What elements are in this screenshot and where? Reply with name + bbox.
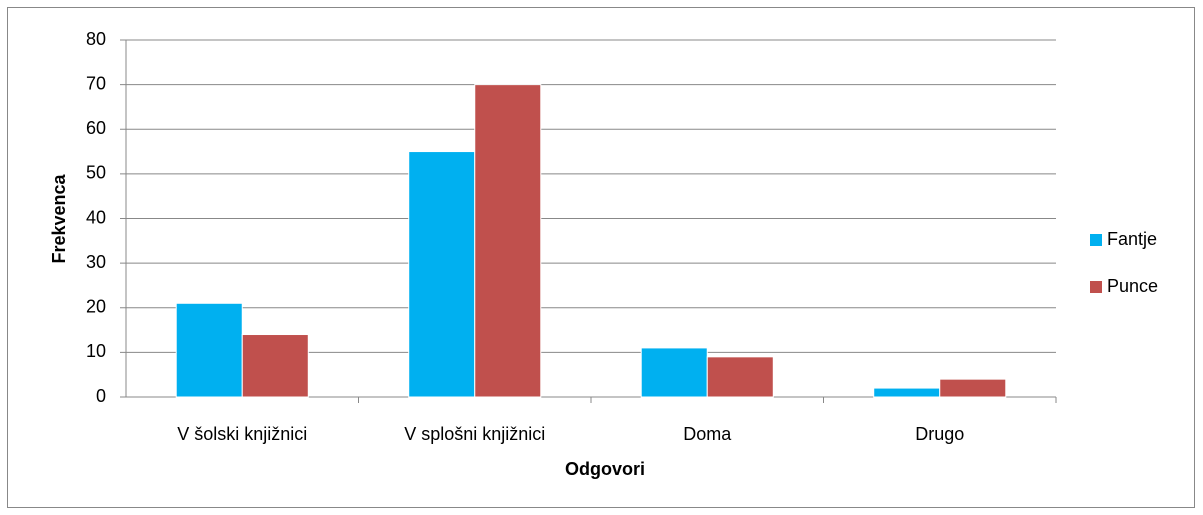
legend-label: Fantje: [1107, 229, 1157, 249]
bar: [939, 378, 1007, 398]
y-tick-label: 50: [86, 163, 106, 183]
y-tick-label: 0: [96, 386, 106, 406]
bar: [706, 356, 774, 398]
y-axis-title: Frekvenca: [49, 173, 69, 263]
bar: [408, 151, 476, 398]
bar: [175, 302, 243, 398]
x-axis-title: Odgovori: [565, 459, 645, 479]
bar: [873, 387, 941, 398]
bar: [640, 347, 708, 398]
x-tick-label: V splošni knjižnici: [404, 424, 545, 444]
chart-border: [7, 7, 1195, 508]
x-tick-label: V šolski knjižnici: [177, 424, 307, 444]
x-tick-label: Drugo: [915, 424, 964, 444]
y-tick-label: 30: [86, 252, 106, 272]
y-tick-label: 70: [86, 73, 106, 93]
x-tick-label: Doma: [683, 424, 732, 444]
legend-label: Punce: [1107, 276, 1158, 296]
y-tick-label: 20: [86, 297, 106, 317]
legend-swatch: [1090, 234, 1102, 246]
bar: [474, 84, 542, 398]
y-tick-label: 10: [86, 341, 106, 361]
legend-swatch: [1090, 281, 1102, 293]
y-tick-label: 80: [86, 29, 106, 49]
y-tick-label: 60: [86, 118, 106, 138]
y-tick-label: 40: [86, 207, 106, 227]
bar: [241, 334, 309, 398]
